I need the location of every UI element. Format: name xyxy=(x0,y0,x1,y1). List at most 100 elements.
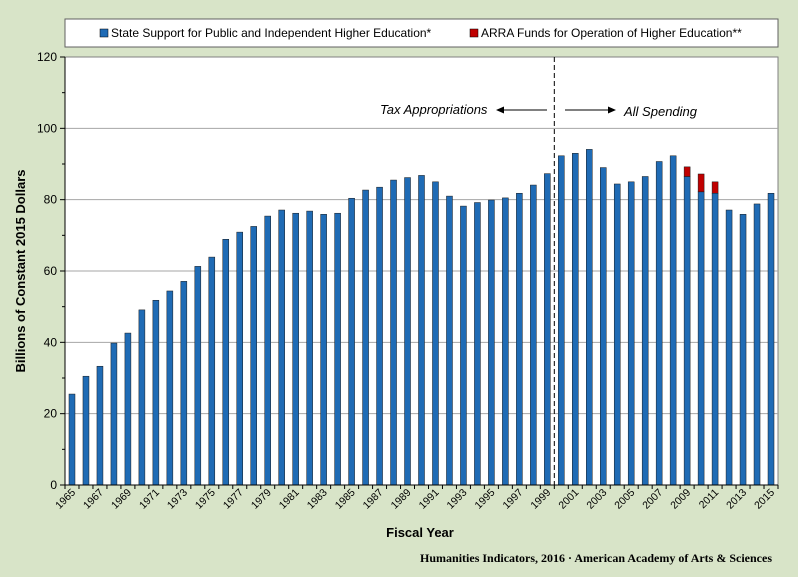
x-tick-label-1979: 1979 xyxy=(249,487,274,512)
bar-state-support-1991 xyxy=(432,181,439,486)
bar-state-support-1989 xyxy=(404,177,411,486)
annotations: Tax Appropriations All Spending xyxy=(380,102,698,119)
x-tick-label-1997: 1997 xyxy=(500,487,525,512)
bar-state-support-2010 xyxy=(697,191,705,486)
bar-state-support-1980 xyxy=(278,209,285,486)
bar-arra-2011 xyxy=(711,181,719,194)
x-tick-label-2013: 2013 xyxy=(724,487,749,512)
bars xyxy=(68,149,775,486)
bar-state-support-1990 xyxy=(418,175,425,486)
x-tick-label-1989: 1989 xyxy=(389,487,414,512)
bar-arra-2009 xyxy=(683,166,691,177)
x-tick-label-2005: 2005 xyxy=(612,487,637,512)
annotation-all-spending: All Spending xyxy=(623,104,698,119)
bar-state-support-2013 xyxy=(739,214,747,486)
x-tick-label-1969: 1969 xyxy=(109,487,134,512)
y-tick-label-60: 60 xyxy=(44,264,58,278)
bar-state-support-1972 xyxy=(166,290,174,486)
legend-label-arra: ARRA Funds for Operation of Higher Educa… xyxy=(481,26,742,40)
bar-state-support-2002 xyxy=(586,149,593,486)
bar-state-support-1975 xyxy=(208,256,216,486)
bar-state-support-2001 xyxy=(572,153,579,486)
x-tick-label-1995: 1995 xyxy=(473,487,498,512)
x-tick-label-1975: 1975 xyxy=(193,487,218,512)
bar-state-support-1971 xyxy=(152,299,160,486)
x-tick-label-1999: 1999 xyxy=(528,487,553,512)
bar-state-support-1986 xyxy=(362,189,369,486)
bar-state-support-1998 xyxy=(530,184,537,486)
arrow-right-head xyxy=(608,106,616,114)
bar-state-support-1967 xyxy=(96,365,104,486)
bar-state-support-1992 xyxy=(446,195,453,486)
bar-state-support-1965 xyxy=(68,393,76,486)
bar-state-support-2008 xyxy=(669,155,677,486)
y-axis-title: Billions of Constant 2015 Dollars xyxy=(13,170,28,373)
bar-state-support-2015 xyxy=(767,192,775,486)
bar-state-support-2007 xyxy=(655,161,663,486)
bar-state-support-2006 xyxy=(641,176,649,486)
y-axis: 0 20 40 60 80 100 120 xyxy=(37,50,66,492)
legend-box xyxy=(64,18,779,48)
bar-state-support-1979 xyxy=(264,215,271,486)
x-axis: 1965 1967 1969 1971 1973 1975 1977 1979 1981 1983… xyxy=(53,484,779,512)
bar-state-support-1994 xyxy=(474,202,481,486)
x-tick-label-2009: 2009 xyxy=(668,487,693,512)
bar-state-support-2009 xyxy=(683,176,691,486)
bar-state-support-1999 xyxy=(544,173,551,486)
bar-state-support-1968 xyxy=(110,342,118,486)
annotation-tax-appropriations: Tax Appropriations xyxy=(380,102,488,117)
bar-state-support-2000 xyxy=(558,155,565,486)
bar-state-support-1976 xyxy=(222,239,230,486)
arrow-left-head xyxy=(496,106,504,114)
x-tick-label-1993: 1993 xyxy=(445,487,470,512)
x-tick-label-1991: 1991 xyxy=(417,487,442,512)
x-tick-label-1973: 1973 xyxy=(165,487,190,512)
bar-state-support-2005 xyxy=(627,181,635,486)
bar-state-support-2003 xyxy=(599,167,607,486)
x-tick-label-1971: 1971 xyxy=(137,487,162,512)
x-tick-label-1987: 1987 xyxy=(361,487,386,512)
bar-state-support-1985 xyxy=(348,197,355,486)
source-credit: Humanities Indicators, 2016 · American A… xyxy=(420,551,772,565)
legend-label-state-support: State Support for Public and Independent… xyxy=(111,26,432,40)
bar-state-support-1966 xyxy=(82,375,90,486)
x-tick-label-1967: 1967 xyxy=(81,487,106,512)
bar-state-support-1995 xyxy=(488,199,495,486)
x-tick-label-1977: 1977 xyxy=(221,487,246,512)
bar-state-support-1997 xyxy=(516,192,523,486)
y-tick-label-0: 0 xyxy=(50,478,57,492)
x-tick-label-2001: 2001 xyxy=(556,487,581,512)
bar-state-support-2004 xyxy=(613,183,621,486)
bar-state-support-1977 xyxy=(236,231,244,486)
bar-state-support-1988 xyxy=(390,179,397,486)
legend-swatch-arra xyxy=(469,28,479,38)
bar-state-support-1982 xyxy=(306,210,313,486)
x-axis-title: Fiscal Year xyxy=(386,525,454,540)
y-tick-label-20: 20 xyxy=(44,407,58,421)
bar-state-support-1969 xyxy=(124,332,132,486)
bar-state-support-1987 xyxy=(376,186,383,486)
y-tick-label-40: 40 xyxy=(44,335,58,349)
y-tick-label-120: 120 xyxy=(37,50,57,64)
bar-state-support-2012 xyxy=(725,209,733,486)
x-tick-label-1983: 1983 xyxy=(305,487,330,512)
bar-arra-2010 xyxy=(697,173,705,193)
bar-state-support-1970 xyxy=(138,309,146,486)
bar-state-support-1981 xyxy=(292,212,299,486)
legend: State Support for Public and Independent… xyxy=(64,18,779,48)
x-tick-label-2007: 2007 xyxy=(640,487,665,512)
y-tick-label-100: 100 xyxy=(37,121,57,135)
x-tick-label-2015: 2015 xyxy=(752,487,777,512)
bar-state-support-1974 xyxy=(194,266,202,486)
bar-state-support-2014 xyxy=(753,203,761,486)
y-tick-label-80: 80 xyxy=(44,193,58,207)
bar-state-support-1973 xyxy=(180,281,188,486)
x-tick-label-1985: 1985 xyxy=(333,487,358,512)
bar-state-support-1993 xyxy=(460,205,467,486)
x-tick-label-2011: 2011 xyxy=(697,487,722,512)
bar-state-support-1984 xyxy=(334,212,341,486)
bar-state-support-1983 xyxy=(320,214,327,486)
legend-swatch-state-support xyxy=(99,28,109,38)
